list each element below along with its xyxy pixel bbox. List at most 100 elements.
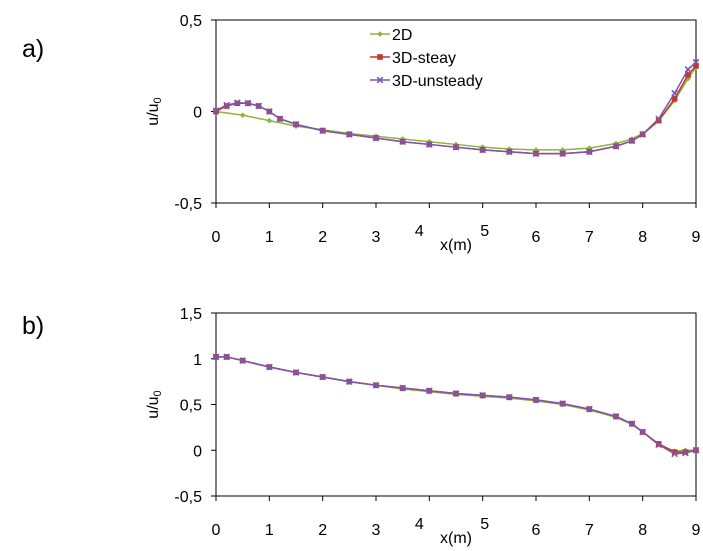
- x-tick-label: 0: [212, 522, 221, 539]
- panel-label-b: b): [22, 312, 45, 340]
- legend-label: 3D-unsteady: [392, 73, 483, 90]
- y-tick-label: -0,5: [174, 489, 202, 506]
- data-point: [212, 353, 220, 361]
- data-point: [693, 62, 699, 69]
- data-point: [479, 146, 487, 154]
- y-axis-title: u/u0: [145, 97, 164, 125]
- x-tick-label: 6: [532, 229, 541, 246]
- data-point: [345, 131, 353, 138]
- legend-label: 3D-steay: [392, 50, 456, 67]
- data-point: [377, 31, 383, 37]
- data-point: [244, 99, 252, 107]
- data-point: [239, 357, 247, 364]
- data-point: [223, 101, 231, 109]
- data-point: [684, 66, 692, 73]
- series-3D-unsteady: [212, 353, 700, 458]
- data-point: [692, 446, 700, 454]
- x-axis-title: x(m): [440, 237, 472, 254]
- data-point: [655, 117, 662, 124]
- x-tick-label: 3: [372, 522, 381, 539]
- data-point: [639, 428, 647, 436]
- data-point: [425, 387, 433, 395]
- series-3D-steay: [213, 354, 699, 455]
- data-point: [265, 363, 273, 371]
- data-point: [319, 127, 327, 135]
- x-tick-label: 8: [638, 522, 647, 539]
- data-point: [233, 99, 241, 107]
- data-point: [399, 138, 407, 146]
- data-point: [655, 441, 663, 449]
- data-point: [671, 89, 679, 97]
- legend-entry: 3D-steay: [370, 50, 456, 67]
- plot-area: [215, 19, 697, 204]
- y-tick-label: -0,5: [174, 196, 202, 213]
- x-tick-label: 2: [318, 522, 327, 539]
- series-2D: [213, 354, 699, 454]
- chart-panel-b: -0,5 0 0,5 1 1,5 0 1 2 3 4 5 6 7 8 9 x(m) u/u0: [145, 306, 701, 547]
- data-point: [628, 420, 636, 428]
- data-point: [585, 405, 593, 413]
- y-tick-label: 0: [193, 105, 202, 122]
- data-point: [639, 131, 647, 138]
- data-point: [692, 58, 700, 66]
- data-point: [372, 381, 380, 389]
- plot-area: [215, 312, 697, 497]
- data-point: [265, 108, 273, 115]
- data-point: [372, 134, 380, 142]
- chart-panel-a: -0,5 0 0,5 0 1 2 3 4 5 6 7 8 9 x(m) u/u0 2D 3D-steay 3D-u…: [145, 13, 701, 254]
- legend-entry: 3D-unsteady: [370, 73, 483, 90]
- x-tick-label: 6: [532, 522, 541, 539]
- x-tick-label: 7: [585, 229, 594, 246]
- legend-label: 2D: [392, 27, 412, 44]
- y-tick-label: 1,5: [180, 306, 202, 323]
- y-tick-label: 0,5: [180, 13, 202, 30]
- data-point: [212, 107, 220, 114]
- x-tick-label: 8: [638, 229, 647, 246]
- data-point: [671, 449, 678, 455]
- data-point: [239, 112, 246, 118]
- data-point: [655, 115, 663, 123]
- data-point: [452, 143, 460, 151]
- data-point: [612, 142, 620, 150]
- data-point: [319, 373, 327, 381]
- data-point: [452, 390, 460, 397]
- data-point: [345, 378, 353, 385]
- x-tick-label: 9: [692, 229, 701, 246]
- x-tick-label: 1: [265, 522, 274, 539]
- data-point: [628, 137, 636, 145]
- data-point: [505, 148, 513, 156]
- x-tick-label: 9: [692, 522, 701, 539]
- legend-entry: 2D: [370, 27, 412, 44]
- y-tick-label: 0,5: [180, 398, 202, 415]
- y-axis-title: u/u0: [145, 390, 164, 418]
- data-point: [425, 141, 433, 148]
- data-point: [685, 72, 691, 78]
- data-point: [685, 75, 691, 82]
- x-axis-title: x(m): [440, 530, 472, 547]
- data-point: [377, 54, 383, 60]
- data-point: [585, 148, 593, 156]
- x-tick-label: 0: [212, 229, 221, 246]
- data-point: [399, 384, 407, 392]
- x-tick-label: 7: [585, 522, 594, 539]
- data-point: [376, 76, 384, 84]
- data-point: [532, 150, 540, 157]
- data-point: [533, 147, 539, 153]
- data-point: [612, 413, 620, 420]
- x-tick-label: 3: [372, 229, 381, 246]
- data-point: [505, 393, 513, 401]
- data-point: [559, 150, 567, 157]
- panel-label-a: a): [22, 35, 45, 63]
- series-3D-unsteady: [212, 58, 700, 157]
- data-point: [266, 117, 273, 124]
- x-tick-label: 2: [318, 229, 327, 246]
- data-point: [255, 102, 263, 110]
- data-point: [276, 115, 284, 123]
- data-point: [292, 120, 300, 128]
- x-tick-label: 4: [415, 223, 424, 240]
- data-point: [671, 95, 678, 102]
- series-line: [216, 356, 697, 455]
- legend: 2D 3D-steay 3D-unsteady: [370, 27, 483, 90]
